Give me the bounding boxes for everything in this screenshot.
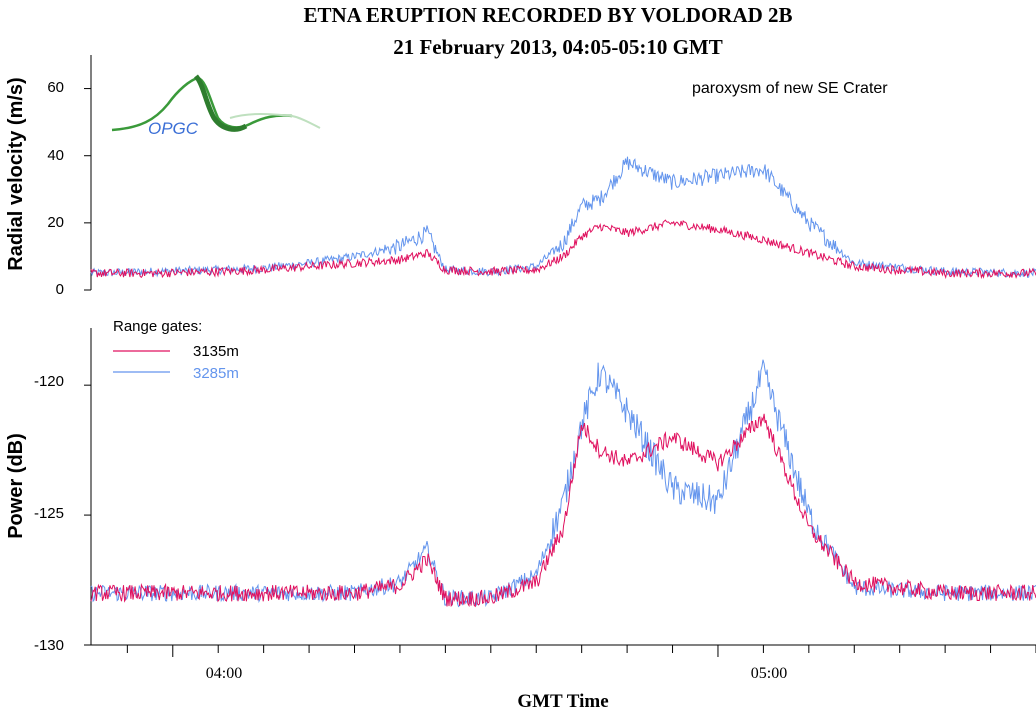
xtick-label: 04:00 (206, 665, 242, 682)
series-line-3135m (90, 219, 1036, 280)
legend: Range gates: 3135m 3285m (113, 318, 239, 382)
top-ytick-label: 20 (47, 214, 64, 231)
bottom-y-ticks: -130 -125 -120 (34, 373, 64, 654)
series-line-3285m (90, 156, 1036, 278)
bottom-series-group (84, 359, 1036, 646)
chart-title: ETNA ERUPTION RECORDED BY VOLDORAD 2B (303, 3, 792, 27)
annotation-text: paroxysm of new SE Crater (692, 80, 888, 97)
series-line-3285m (90, 359, 1036, 608)
x-axis-label: GMT Time (517, 691, 608, 712)
top-panel: 0 20 40 60 (47, 55, 1036, 298)
top-ytick-label: 40 (47, 147, 64, 164)
bottom-ytick-label: -130 (34, 637, 64, 654)
bottom-ytick-label: -125 (34, 505, 64, 522)
legend-label-3135m: 3135m (193, 343, 239, 360)
bottom-ytick-label: -120 (34, 373, 64, 390)
legend-label-3285m: 3285m (193, 365, 239, 382)
top-y-ticks: 0 20 40 60 (47, 79, 64, 298)
series-line-3135m (90, 413, 1036, 608)
bottom-y-axis-label: Power (dB) (5, 433, 27, 539)
top-ytick-label: 60 (47, 79, 64, 96)
chart-subtitle: 21 February 2013, 04:05-05:10 GMT (393, 35, 723, 59)
top-y-axis-label: Radial velocity (m/s) (5, 77, 27, 270)
top-ytick-label: 0 (56, 281, 64, 298)
xtick-label: 05:00 (751, 665, 787, 682)
logo-text: OPGC (148, 119, 199, 138)
opgc-logo: OPGC (111, 74, 321, 138)
bottom-panel: -130 -125 -120 (34, 328, 1036, 654)
legend-title: Range gates: (113, 318, 202, 335)
x-axis-ticks (126, 645, 1036, 657)
top-series-group (84, 88, 1036, 291)
